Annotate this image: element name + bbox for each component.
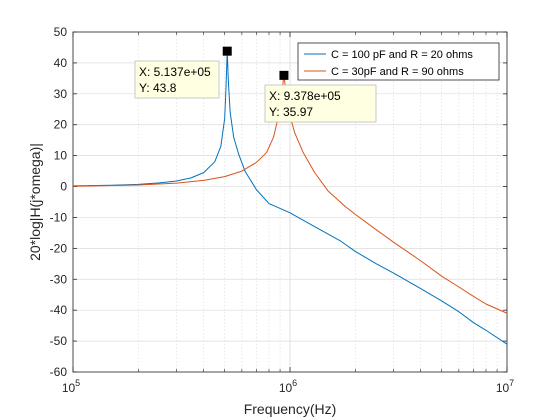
datatips: X: 5.137e+05 Y: 43.8 X: 9.378e+05 Y: 35.97 [134, 46, 377, 123]
series-line-2 [72, 74, 508, 314]
legend-label: C = 100 pF and R = 20 ohms [331, 49, 473, 61]
datatip-x: X: 9.378e+05 [269, 89, 341, 103]
y-axis-label: 20*log|H(j*omega)| [27, 143, 43, 261]
y-axis: 50 40 30 20 10 0 -10 -20 -30 -40 -50 -60 [50, 25, 507, 379]
series-line-1 [72, 50, 508, 345]
datatip-box [264, 84, 377, 123]
y-tick-label: -60 [50, 365, 68, 379]
y-tick-label: 0 [60, 180, 67, 194]
y-tick-label: -40 [50, 303, 68, 317]
y-tick-label: 40 [54, 56, 68, 70]
datatip-marker [222, 46, 232, 56]
legend-label: C = 30pF and R = 90 ohms [331, 66, 464, 78]
y-tick-label: -10 [50, 210, 68, 224]
y-tick-label: 20 [54, 118, 68, 132]
datatip-marker [279, 70, 289, 80]
x-tick-label: 105 [62, 378, 80, 395]
y-tick-label: 30 [54, 87, 68, 101]
x-tick-label: 107 [496, 378, 514, 395]
y-tick-label: -50 [50, 334, 68, 348]
datatip-y: Y: 43.8 [139, 81, 177, 95]
series-layer [72, 50, 508, 345]
datatip-x: X: 5.137e+05 [139, 65, 211, 79]
x-tick-label: 106 [279, 378, 297, 395]
x-axis-label: Frequency(Hz) [244, 401, 337, 417]
legend: C = 100 pF and R = 20 ohms C = 30pF and R… [297, 42, 500, 81]
legend-box [297, 42, 500, 81]
y-tick-label: 50 [54, 25, 68, 39]
y-tick-label: -30 [50, 272, 68, 286]
y-tick-label: 10 [54, 149, 68, 163]
x-axis: 105 106 107 [62, 32, 514, 395]
datatip-y: Y: 35.97 [269, 105, 313, 119]
datatip-box [134, 60, 220, 99]
y-tick-label: -20 [50, 241, 68, 255]
